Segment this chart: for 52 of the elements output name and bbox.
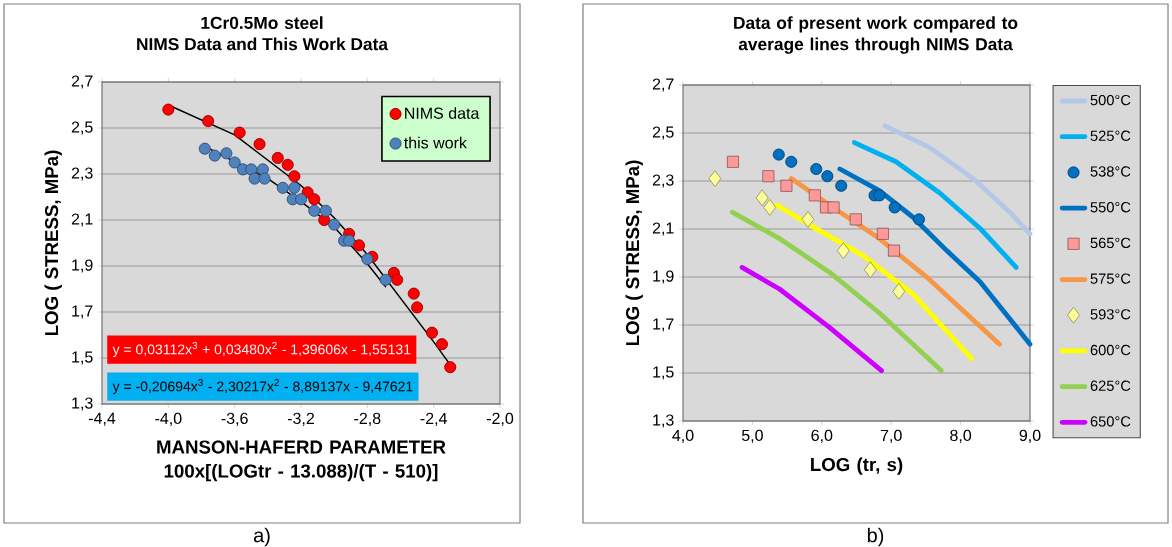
y-tick-label: 1,5	[653, 366, 674, 380]
chart-subtitle: NIMS Data and This Work Data	[137, 37, 389, 51]
legend-label: 500°C	[1090, 94, 1131, 106]
x-tick-label: -3,2	[287, 412, 314, 426]
x-tick-label: -2,4	[420, 412, 447, 426]
x-axis-title: MANSON-HAFERD PARAMETER 100x[(LOGtr - 13.088)/(T - 510)]	[157, 440, 446, 482]
y-tick-label: 1,9	[653, 270, 674, 284]
legend-label: 538°C	[1090, 166, 1131, 177]
x-tick-label: -3,6	[221, 412, 248, 426]
y-tick-label: 1,5	[72, 351, 93, 365]
y-tick-label: 1,7	[72, 305, 93, 319]
y-tick-label: 2,3	[652, 174, 674, 188]
y-tick-label: 1,9	[72, 259, 93, 273]
y-tick-label: 2,3	[71, 167, 93, 181]
y-axis-title: LOG ( STRESS, MPa)	[44, 150, 62, 336]
legend-label: 650°C	[1090, 416, 1131, 427]
y-tick-label: 2,1	[652, 222, 674, 236]
y-tick-label: 2,7	[652, 78, 674, 92]
annotation: y = -0,20694x$^{3}$ - 2,30217x$^{2}$ - 8,89137x - 9,47621	[112, 379, 413, 395]
x-tick-label: 4,0	[672, 429, 694, 443]
legend-label: 525°C	[1090, 130, 1131, 141]
legend-label: 575°C	[1090, 273, 1131, 284]
legend-label: 565°C	[1090, 237, 1131, 249]
chart-title: 1Cr0.5Mo steel	[201, 16, 323, 29]
y-axis-title: LOG ( STRESS, MPa)	[625, 160, 643, 346]
text: b)	[867, 527, 884, 547]
y-tick-label: 2,7	[71, 75, 93, 89]
y-tick-label: 2,5	[652, 126, 674, 140]
x-tick-label: -2,0	[486, 412, 514, 426]
y-tick-label: 2,5	[71, 121, 93, 135]
y-tick-label: 1,3	[653, 414, 674, 428]
text: a)	[253, 527, 270, 547]
x-tick-label: -4,4	[88, 412, 116, 426]
x-tick-label: 6,0	[811, 429, 833, 443]
legend-label: 600°C	[1090, 344, 1131, 356]
legend-label: this work	[404, 136, 467, 149]
x-tick-label: 8,0	[950, 429, 972, 443]
chart-title: Data of present work compared to average lines through NIMS Data	[734, 16, 1018, 54]
y-tick-label: 1,3	[72, 397, 93, 411]
legend-label: 625°C	[1090, 380, 1131, 391]
annotation: y = 0,03112x$^{3}$ + 0,03480x$^{2}$ - 1,39606x - 1,55131	[112, 342, 411, 358]
x-tick-label: -2,8	[354, 412, 381, 426]
x-tick-label: -4,0	[155, 412, 182, 426]
x-tick-label: 5,0	[741, 429, 763, 443]
legend-label: 593°C	[1090, 309, 1131, 320]
legend-label: 550°C	[1090, 202, 1131, 213]
x-axis-title: LOG (tr, s)	[811, 457, 903, 475]
x-tick-label: 7,0	[880, 429, 902, 443]
x-tick-label: 9,0	[1019, 429, 1041, 443]
y-tick-label: 2,1	[71, 213, 93, 227]
y-tick-label: 1,7	[653, 318, 674, 332]
legend-label: NIMS data	[405, 107, 480, 119]
